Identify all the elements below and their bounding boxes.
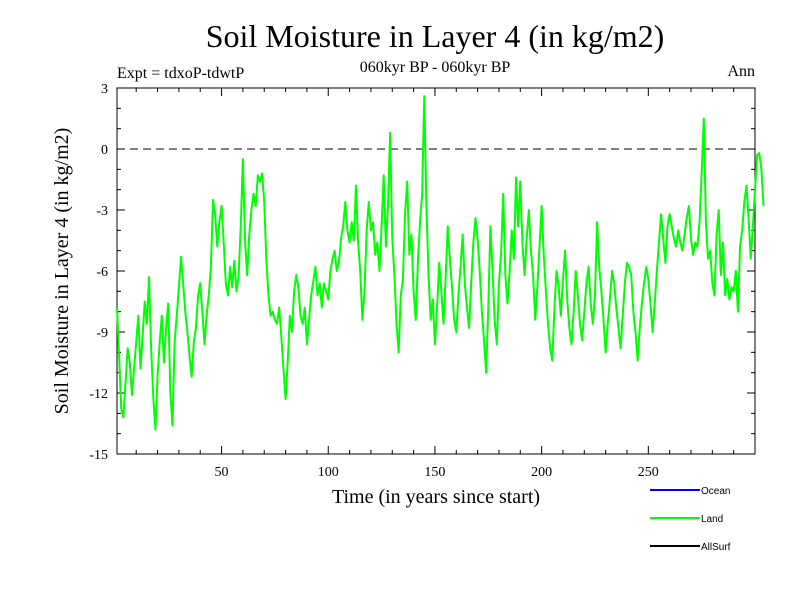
y-axis: 3 0 -3 -6 -9 -12 -15 xyxy=(89,82,755,463)
chart-title: Soil Moisture in Layer 4 (in kg/m2) xyxy=(206,18,665,54)
y-tick-label: -6 xyxy=(96,265,108,280)
legend: Ocean Land AllSurf xyxy=(650,486,731,553)
y-tick-label: -9 xyxy=(96,326,108,341)
plot-frame xyxy=(116,87,756,455)
y-tick-label: 3 xyxy=(101,82,108,97)
y-tick-label: 0 xyxy=(101,143,108,158)
y-axis-label: Soil Moisture in Layer 4 (in kg/m2) xyxy=(51,128,73,415)
x-axis: 50 100 150 200 250 xyxy=(135,88,756,480)
x-tick-label: 250 xyxy=(638,465,659,480)
legend-label-ocean: Ocean xyxy=(701,486,730,497)
y-tick-label: -15 xyxy=(89,448,108,463)
legend-label-land: Land xyxy=(701,514,723,525)
chart-subtitle: 060kyr BP - 060kyr BP xyxy=(360,59,511,76)
experiment-label: Expt = tdxoP-tdwtP xyxy=(117,65,244,82)
season-label: Ann xyxy=(727,63,755,80)
plot-area: 3 0 -3 -6 -9 -12 -15 50 100 150 200 250 xyxy=(89,82,765,480)
x-tick-label: 100 xyxy=(318,465,339,480)
x-axis-label: Time (in years since start) xyxy=(332,486,540,508)
y-tick-label: -3 xyxy=(96,204,108,219)
x-tick-label: 200 xyxy=(531,465,552,480)
series-line-land xyxy=(116,95,765,431)
x-tick-label: 150 xyxy=(424,465,445,480)
legend-label-allsurf: AllSurf xyxy=(701,542,731,553)
y-tick-label: -12 xyxy=(89,387,108,402)
x-tick-label: 50 xyxy=(215,465,229,480)
